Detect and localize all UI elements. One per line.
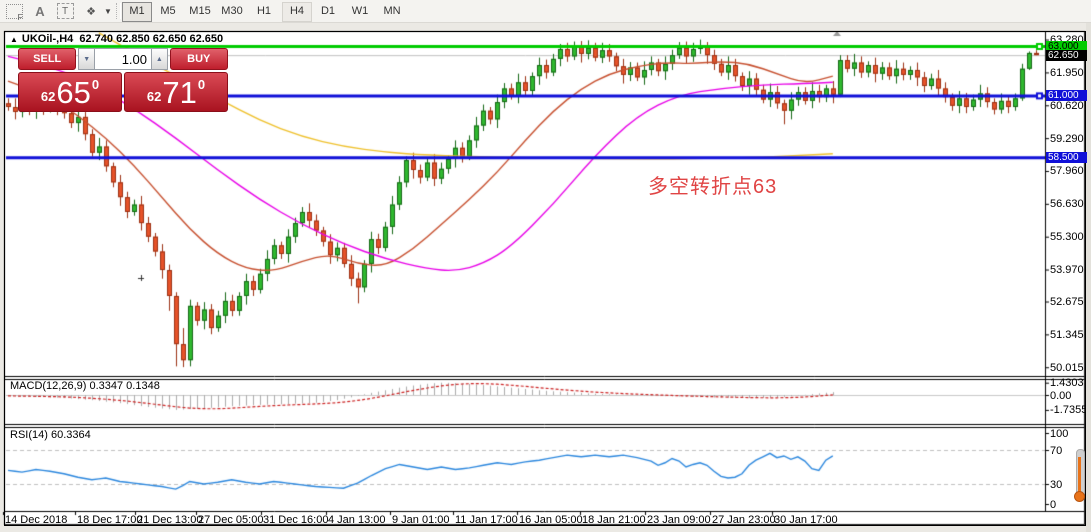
buy-price-big: 71 bbox=[162, 74, 197, 110]
time-axis-label: 21 Dec 13:00 bbox=[137, 514, 203, 526]
macd-axis-tick: 1.4303 bbox=[1050, 377, 1084, 390]
price-axis-tick: 61.950 bbox=[1050, 66, 1084, 79]
ohlc-values: 62.740 62.850 62.650 62.650 bbox=[79, 33, 224, 45]
collapse-panel-icon[interactable]: ▲ bbox=[10, 35, 18, 44]
volume-increase-button[interactable]: ▲ bbox=[151, 48, 168, 70]
time-axis-label: 23 Jan 09:00 bbox=[647, 514, 711, 526]
time-axis-label: 14 Dec 2018 bbox=[5, 514, 68, 526]
toolbar: F A T ❖ ▼ M1 M5 M15 M30 H1 H4 D1 W1 MN bbox=[0, 0, 1091, 23]
pointer-mode-icon[interactable]: F bbox=[4, 2, 24, 22]
rsi-name: RSI(14) bbox=[10, 429, 48, 441]
time-axis-label: 31 Dec 16:00 bbox=[263, 514, 329, 526]
arrow-objects-tool-icon[interactable]: ❖ bbox=[86, 5, 96, 18]
price-axis-tick: 60.620 bbox=[1050, 99, 1084, 112]
timeframe-button-MN[interactable]: MN bbox=[383, 5, 401, 17]
macd-name: MACD(12,26,9) bbox=[10, 380, 87, 392]
timeframe-button-M5[interactable]: M5 bbox=[160, 5, 176, 17]
time-axis-label: 11 Jan 17:00 bbox=[455, 514, 518, 526]
buy-button[interactable]: BUY bbox=[169, 48, 228, 70]
time-axis-label: 30 Jan 17:00 bbox=[774, 514, 838, 526]
volume-decrease-button[interactable]: ▼ bbox=[78, 48, 95, 70]
macd-axis-tick: 0.00 bbox=[1050, 389, 1072, 402]
timeframe-button-M30[interactable]: M30 bbox=[221, 5, 243, 17]
chart-annotation-text: 多空转折点63 bbox=[648, 176, 778, 198]
rsi-axis-tick: 70 bbox=[1050, 444, 1063, 457]
timeframe-button-H1[interactable]: H1 bbox=[256, 5, 272, 17]
price-axis-tick: 59.290 bbox=[1050, 132, 1084, 145]
time-axis-label: 9 Jan 01:00 bbox=[392, 514, 450, 526]
thermometer-fill bbox=[1078, 457, 1081, 495]
timeframe-button-D1[interactable]: D1 bbox=[320, 5, 336, 17]
thermometer-indicator bbox=[1074, 449, 1085, 506]
price-axis-tick: 50.015 bbox=[1050, 361, 1084, 374]
time-axis-label: 4 Jan 13:00 bbox=[328, 514, 386, 526]
volume-input[interactable] bbox=[95, 48, 151, 70]
price-axis-tick: 57.960 bbox=[1050, 165, 1084, 178]
sell-price-sup: 0 bbox=[91, 77, 100, 92]
macd-indicator-label: MACD(12,26,9) 0.3347 0.1348 bbox=[10, 380, 160, 392]
timeframe-button-H4[interactable]: H4 bbox=[282, 2, 312, 22]
price-axis-tick: 55.300 bbox=[1050, 231, 1084, 244]
rsi-value: 60.3364 bbox=[50, 429, 91, 441]
rsi-indicator-label: RSI(14) 60.3364 bbox=[10, 429, 91, 441]
arrows-dropdown-icon[interactable]: ▼ bbox=[104, 6, 112, 16]
price-axis-highlight-62.650: 62.650 bbox=[1046, 49, 1087, 61]
t-glyph: T bbox=[61, 5, 69, 17]
buy-price-sup: 0 bbox=[197, 77, 206, 92]
symbol-timeframe-label: UKOil-,H4 bbox=[21, 33, 74, 45]
timeframe-button-M1[interactable]: M1 bbox=[122, 2, 152, 22]
rsi-axis-tick: 100 bbox=[1050, 427, 1069, 440]
price-axis-tick: 51.345 bbox=[1050, 328, 1084, 341]
time-axis-label: 27 Dec 05:00 bbox=[198, 514, 264, 526]
one-click-trading-panel: SELL ▼ ▲ BUY 62 65 0 62 71 0 bbox=[18, 48, 228, 112]
price-axis-highlight-61.000: 61.000 bbox=[1046, 90, 1087, 102]
macd-values: 0.3347 0.1348 bbox=[89, 380, 160, 392]
sell-button[interactable]: SELL bbox=[18, 48, 77, 70]
buy-price-small: 62 bbox=[146, 89, 162, 104]
sell-price-big: 65 bbox=[56, 74, 91, 110]
dotted-box: F bbox=[5, 3, 23, 22]
macd-axis-tick: -1.7355 bbox=[1050, 404, 1088, 417]
buy-price-box[interactable]: 62 71 0 bbox=[124, 72, 228, 112]
chart-title: ▲ UKOil-,H4 62.740 62.850 62.650 62.650 bbox=[10, 33, 223, 45]
rsi-axis-tick: 30 bbox=[1050, 478, 1063, 491]
text-label-tool-icon[interactable]: A bbox=[35, 3, 45, 19]
sell-price-box[interactable]: 62 65 0 bbox=[18, 72, 122, 112]
price-axis-tick: 53.970 bbox=[1050, 264, 1084, 277]
rsi-axis-tick: 0 bbox=[1050, 498, 1057, 511]
toolbar-separator bbox=[116, 3, 121, 19]
price-axis-tick: 52.675 bbox=[1050, 296, 1084, 309]
price-axis-highlight-58.500: 58.500 bbox=[1046, 152, 1087, 164]
sell-price-small: 62 bbox=[40, 89, 56, 104]
timeframe-button-W1[interactable]: W1 bbox=[351, 5, 369, 17]
timeframe-button-M15[interactable]: M15 bbox=[189, 5, 211, 17]
time-axis-label: 18 Jan 21:00 bbox=[582, 514, 646, 526]
text-box-tool-icon[interactable]: T bbox=[55, 2, 75, 20]
f-glyph: F bbox=[17, 12, 23, 22]
time-axis-label: 16 Jan 05:00 bbox=[519, 514, 583, 526]
time-axis-label: 27 Jan 23:00 bbox=[712, 514, 776, 526]
thermometer-bulb bbox=[1074, 491, 1085, 502]
dashed-box: T bbox=[56, 3, 74, 19]
vertical-scrollbar[interactable] bbox=[1086, 0, 1091, 532]
price-axis-highlight-63.000: 63.000 bbox=[1046, 41, 1087, 52]
price-axis-tick: 56.630 bbox=[1050, 198, 1084, 211]
time-axis-label: 18 Dec 17:00 bbox=[77, 514, 143, 526]
